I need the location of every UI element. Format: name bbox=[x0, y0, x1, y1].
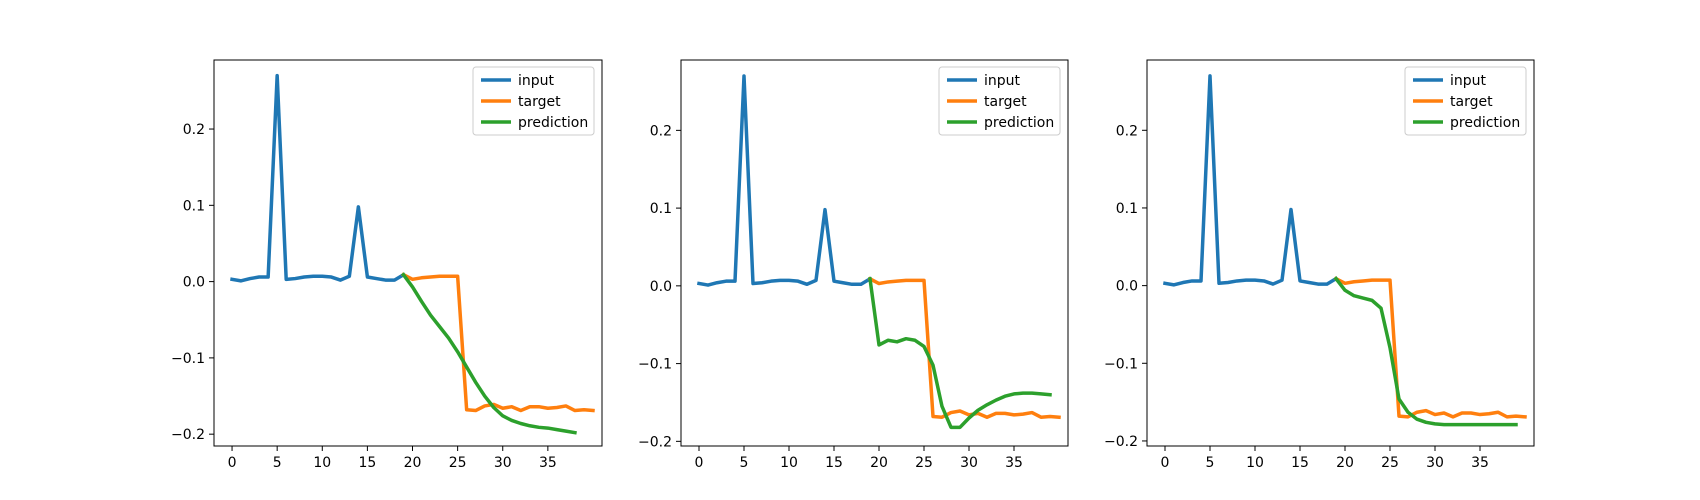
legend-box bbox=[938, 66, 1061, 136]
x-tick-label: 20 bbox=[404, 455, 422, 471]
x-tick-label: 5 bbox=[273, 455, 282, 471]
axes-frame bbox=[680, 59, 1069, 447]
series-line-prediction bbox=[1333, 276, 1518, 427]
x-tick-label: 10 bbox=[780, 455, 798, 471]
x-tick-label: 15 bbox=[358, 455, 376, 471]
x-tick-label: 0 bbox=[695, 455, 704, 471]
y-tick-label: −0.1 bbox=[638, 357, 672, 373]
x-tick-label: 35 bbox=[1471, 455, 1489, 471]
x-tick-label: 35 bbox=[539, 455, 557, 471]
chart-panel-3: 0 5 10 15 20 25 30 35 −0.2 −0.1 0.0 0.1 0.2 input targ… bbox=[1104, 59, 1535, 471]
y-tick-label: 0.2 bbox=[650, 123, 672, 139]
x-tick-label: 35 bbox=[1005, 455, 1023, 471]
x-tick-label: 10 bbox=[313, 455, 331, 471]
x-tick-label: 15 bbox=[825, 455, 843, 471]
legend-label-input: input bbox=[984, 73, 1021, 89]
series-line-input bbox=[696, 74, 873, 287]
legend-label-target: target bbox=[518, 94, 561, 110]
y-tick-label: −0.1 bbox=[1104, 356, 1138, 372]
legend: input target prediction bbox=[938, 66, 1061, 136]
y-tick-label: 0.1 bbox=[650, 201, 672, 217]
y-tick-label: 0.1 bbox=[1116, 201, 1138, 217]
legend-label-target: target bbox=[1450, 94, 1493, 110]
x-tick-label: 0 bbox=[228, 455, 237, 471]
x-tick-label: 25 bbox=[915, 455, 933, 471]
legend-label-input: input bbox=[1450, 73, 1487, 89]
legend: input target prediction bbox=[472, 66, 595, 136]
series-line-target bbox=[1333, 276, 1527, 419]
y-tick-label: 0.1 bbox=[183, 198, 205, 214]
axes-frame bbox=[1146, 59, 1535, 447]
series-line-input bbox=[230, 73, 406, 283]
x-tick-label: 0 bbox=[1161, 455, 1170, 471]
x-tick-label: 5 bbox=[1206, 455, 1215, 471]
x-tick-label: 15 bbox=[1291, 455, 1309, 471]
x-tick-label: 10 bbox=[1246, 455, 1264, 471]
y-tick-label: 0.0 bbox=[650, 279, 672, 295]
axes-frame bbox=[213, 59, 603, 447]
y-tick-label: −0.2 bbox=[1104, 434, 1138, 450]
legend-label-prediction: prediction bbox=[518, 115, 588, 131]
x-tick-label: 30 bbox=[1426, 455, 1444, 471]
y-tick-label: 0.0 bbox=[183, 275, 205, 291]
y-tick-label: 0.2 bbox=[183, 122, 205, 138]
x-tick-label: 30 bbox=[494, 455, 512, 471]
y-tick-label: −0.2 bbox=[638, 434, 672, 450]
x-tick-label: 20 bbox=[1336, 455, 1354, 471]
legend-label-input: input bbox=[518, 73, 555, 89]
series-line-prediction bbox=[401, 272, 577, 435]
legend-box bbox=[1404, 66, 1527, 136]
legend: input target prediction bbox=[1404, 66, 1527, 136]
x-tick-label: 30 bbox=[960, 455, 978, 471]
y-tick-label: 0.2 bbox=[1116, 123, 1138, 139]
x-tick-label: 5 bbox=[740, 455, 749, 471]
series-line-target bbox=[401, 272, 595, 413]
series-line-input bbox=[1162, 74, 1339, 287]
y-tick-label: 0.0 bbox=[1116, 279, 1138, 295]
legend-label-target: target bbox=[984, 94, 1027, 110]
chart-panel-2: 0 5 10 15 20 25 30 35 −0.2 −0.1 0.0 0.1 0.2 input targ… bbox=[638, 59, 1069, 471]
x-tick-label: 20 bbox=[870, 455, 888, 471]
legend-label-prediction: prediction bbox=[1450, 115, 1520, 131]
legend-label-prediction: prediction bbox=[984, 115, 1054, 131]
chart-panel-1: 0 5 10 15 20 25 30 35 −0.2 −0.1 0.0 0.1 0.2 input targ… bbox=[171, 59, 603, 471]
series-line-target bbox=[867, 276, 1061, 420]
legend-box bbox=[472, 66, 595, 136]
x-tick-label: 25 bbox=[1381, 455, 1399, 471]
y-tick-label: −0.1 bbox=[171, 351, 205, 367]
y-tick-label: −0.2 bbox=[171, 427, 205, 443]
series-line-prediction bbox=[868, 276, 1052, 430]
x-tick-label: 25 bbox=[449, 455, 467, 471]
